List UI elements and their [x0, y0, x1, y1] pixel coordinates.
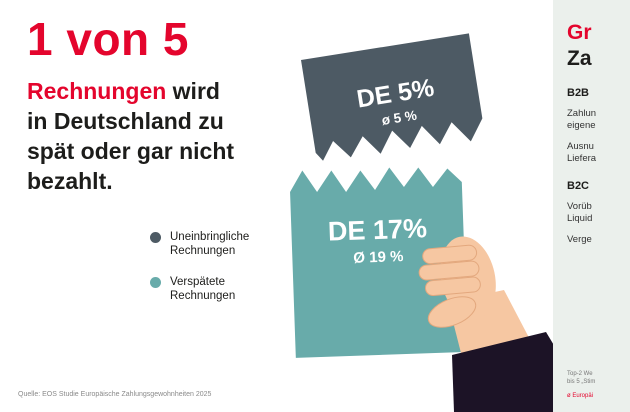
- panel-footnote-3: ø Europäi: [567, 393, 594, 399]
- panel-item-line: Zahlun: [567, 108, 597, 119]
- headline-word-red: Rechnungen: [27, 78, 167, 104]
- fingers-shape: [418, 244, 481, 297]
- legend-label-line: Verspätete: [170, 276, 225, 288]
- panel-item-line: Liquid: [567, 213, 593, 224]
- panel-footnote-1: Top-2 We: [567, 371, 593, 377]
- panel-b2c-item2: Verge: [567, 234, 630, 246]
- legend-label-late: Verspätete Rechnungen: [170, 275, 235, 303]
- panel-b2b-item1: Zahlun eigene: [567, 108, 630, 132]
- headline-word-after: wird: [166, 78, 220, 104]
- panel-title-line1: Gr: [567, 21, 592, 44]
- legend-item-late: Verspätete Rechnungen: [150, 275, 249, 303]
- headline-line2: in Deutschland zu: [27, 108, 224, 134]
- top-piece-average: ø 5 %: [381, 108, 418, 128]
- bottom-piece-label: DE 17%: [327, 213, 427, 246]
- panel-item-line: Verge: [567, 234, 592, 245]
- panel-title-line2: Za: [567, 47, 592, 70]
- source-note: Quelle: EOS Studie Europäische Zahlungsg…: [18, 391, 212, 398]
- thumb-shape: [427, 296, 477, 328]
- panel-item-line: Vorüb: [567, 201, 592, 212]
- panel-b2c-label: B2C: [567, 180, 590, 192]
- panel-item-line: Liefera: [567, 153, 597, 164]
- legend-label-uncollectible: Uneinbringliche Rechnungen: [170, 230, 249, 258]
- legend-label-line: Uneinbringliche: [170, 231, 250, 243]
- legend-label-line: Rechnungen: [170, 245, 236, 257]
- panel-footnote-2: bis 5 „Stim: [567, 379, 596, 385]
- invoice-top-piece: DE 5% ø 5 %: [301, 33, 483, 161]
- legend-dot-dark-icon: [150, 232, 161, 243]
- legend-dot-teal-icon: [150, 277, 161, 288]
- panel-item-line: eigene: [567, 120, 596, 131]
- legend-item-uncollectible: Uneinbringliche Rechnungen: [150, 230, 249, 258]
- panel-b2b-label: B2B: [567, 87, 590, 99]
- panel-item-line: Ausnu: [567, 141, 594, 152]
- panel-b2c-item1: Vorüb Liquid: [567, 201, 630, 225]
- side-panel: Gr Za B2B Zahlun eigene Ausnu Liefera B2…: [553, 0, 630, 412]
- invoice-bottom-piece: DE 17% Ø 19 %: [290, 167, 468, 358]
- headline-line4: bezahlt.: [27, 168, 113, 194]
- legend-label-line: Rechnungen: [170, 290, 236, 302]
- headline-line1: Rechnungen wird: [27, 76, 292, 106]
- bottom-piece-average: Ø 19 %: [353, 248, 404, 267]
- legend: Uneinbringliche Rechnungen Verspätete Re…: [150, 230, 249, 320]
- headline-big: 1 von 5: [27, 13, 190, 65]
- headline-line3: spät oder gar nicht: [27, 138, 235, 164]
- panel-b2b-item2: Ausnu Liefera: [567, 141, 630, 165]
- headline-block: 1 von 5 Rechnungen wird in Deutschland z…: [27, 14, 292, 196]
- panel-footnotes: Top-2 We bis 5 „Stim ø Europäi: [567, 370, 595, 400]
